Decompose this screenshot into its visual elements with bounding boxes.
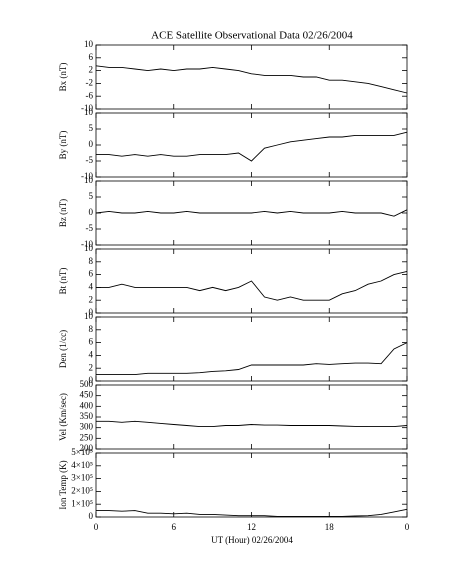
- y-tick-label: 10: [84, 39, 94, 49]
- x-axis-label: UT (Hour) 02/26/2004: [211, 535, 293, 545]
- y-tick-label: 0: [89, 307, 94, 317]
- panel-frame: [95, 316, 408, 382]
- y-axis-label: Bx (nT): [58, 63, 68, 92]
- y-tick-label: 4×10⁵: [71, 460, 93, 470]
- y-tick-label: 4: [89, 349, 94, 359]
- y-tick-label: 2: [89, 65, 94, 75]
- y-tick-label: 300: [80, 422, 94, 432]
- y-tick-label: 6: [89, 337, 94, 347]
- y-tick-label: 10: [84, 311, 94, 321]
- y-tick-label: 450: [80, 390, 94, 400]
- y-tick-label: 2: [89, 294, 94, 304]
- y-tick-label: 8: [89, 324, 94, 334]
- y-tick-label: 250: [80, 432, 94, 442]
- y-tick-label: -10: [81, 239, 93, 249]
- x-tick-label: 18: [325, 522, 335, 532]
- data-line: [95, 209, 408, 217]
- y-tick-label: 3×10⁵: [71, 473, 93, 483]
- y-tick-label: 6: [89, 269, 94, 279]
- y-tick-label: 0: [89, 207, 94, 217]
- y-axis-label: By (nT): [58, 131, 68, 160]
- panel-frame: [95, 112, 408, 178]
- data-line: [96, 420, 408, 428]
- data-line: [96, 342, 408, 376]
- data-line: [96, 508, 408, 517]
- x-tick-label: 12: [247, 522, 256, 532]
- y-axis-label: Bt (nT): [58, 268, 68, 295]
- y-tick-label: 350: [80, 411, 94, 421]
- y-tick-label: 200: [80, 443, 94, 453]
- panel-frame: [95, 452, 408, 518]
- y-tick-label: 10: [84, 175, 94, 185]
- y-axis-label: Den (1/cc): [58, 330, 68, 368]
- y-tick-label: -6: [86, 90, 94, 100]
- data-line: [95, 65, 408, 94]
- y-axis-label: Bz (nT): [58, 199, 68, 227]
- y-tick-label: -10: [81, 171, 93, 181]
- panel-frame: [95, 44, 408, 110]
- y-tick-label: 400: [80, 400, 94, 410]
- x-tick-label: 0: [94, 522, 99, 532]
- y-tick-label: 6: [89, 52, 94, 62]
- y-tick-label: 4: [89, 281, 94, 291]
- y-tick-label: 2×10⁵: [71, 485, 93, 495]
- y-tick-label: 0: [89, 511, 94, 521]
- y-tick-label: 1×10⁵: [71, 498, 93, 508]
- y-tick-label: 5: [89, 123, 94, 133]
- y-tick-label: 5×10⁵: [71, 447, 93, 457]
- y-tick-label: 10: [84, 243, 94, 253]
- y-tick-label: -10: [81, 103, 93, 113]
- y-axis-label: Ion Temp (K): [58, 460, 68, 509]
- y-tick-label: 0: [89, 375, 94, 385]
- data-line: [96, 131, 408, 162]
- panel-frame: [95, 384, 408, 450]
- y-tick-label: 8: [89, 256, 94, 266]
- y-tick-label: -5: [86, 223, 94, 233]
- data-line: [96, 270, 408, 301]
- y-tick-label: 500: [80, 379, 94, 389]
- y-tick-label: -5: [86, 155, 94, 165]
- y-axis-label: Vel (Km/sec): [58, 393, 68, 441]
- y-tick-label: 0: [89, 139, 94, 149]
- y-tick-label: 2: [89, 362, 94, 372]
- y-tick-label: 10: [84, 107, 94, 117]
- x-tick-label: 6: [172, 522, 177, 532]
- x-tick-label: 0: [405, 522, 410, 532]
- chart-title: ACE Satellite Observational Data 02/26/2…: [151, 30, 353, 42]
- y-tick-label: -2: [86, 77, 94, 87]
- y-tick-label: 5: [89, 191, 94, 201]
